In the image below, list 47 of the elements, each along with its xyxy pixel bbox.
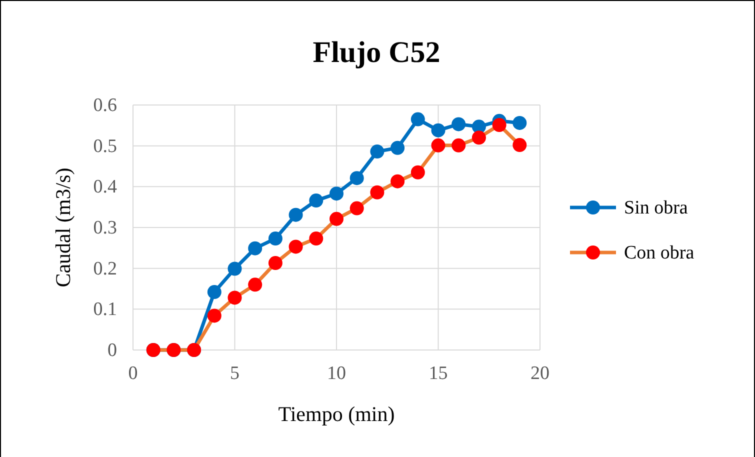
point (370, 185, 384, 200)
x-tick-label: 20 (530, 363, 550, 384)
x-tick-label: 0 (128, 363, 138, 384)
point (330, 212, 344, 226)
x-axis-title: Tiempo (min) (278, 402, 395, 426)
point (370, 144, 384, 159)
point (410, 112, 425, 126)
point (248, 278, 262, 292)
point (309, 232, 324, 246)
point (452, 138, 466, 152)
x-tick-label: 10 (327, 363, 346, 384)
point (268, 232, 282, 246)
point (207, 308, 222, 323)
y-tick-label: 0.2 (93, 258, 117, 280)
x-tick-label: 5 (230, 363, 240, 384)
point (248, 241, 262, 256)
chart-title: Flujo C52 (312, 36, 440, 69)
point (350, 201, 364, 216)
point (452, 117, 466, 132)
point (309, 194, 324, 208)
point (228, 290, 242, 305)
y-axis-title: Caudal (m3/s) (51, 168, 75, 288)
point (350, 171, 364, 186)
point (207, 285, 222, 300)
point (512, 116, 527, 130)
y-tick-label: 0.3 (93, 218, 117, 238)
y-tick-label: 0 (108, 340, 117, 361)
point (410, 165, 425, 180)
point (390, 174, 405, 188)
x-tick-label: 15 (428, 363, 448, 384)
point (431, 123, 446, 138)
point (492, 118, 506, 132)
point (288, 240, 303, 254)
y-tick-label: 0.6 (93, 95, 117, 116)
point (268, 256, 282, 270)
legend-label: Con obra (624, 242, 695, 264)
point (288, 208, 303, 222)
point (330, 186, 344, 201)
point (512, 138, 527, 152)
y-tick-label: 0.5 (93, 136, 117, 157)
y-tick-label: 0.4 (93, 176, 118, 198)
point (472, 130, 486, 145)
point (390, 140, 405, 155)
legend-label: Sin obra (624, 198, 688, 218)
point (431, 138, 446, 152)
point (228, 262, 242, 276)
y-tick-label: 0.1 (93, 299, 117, 320)
